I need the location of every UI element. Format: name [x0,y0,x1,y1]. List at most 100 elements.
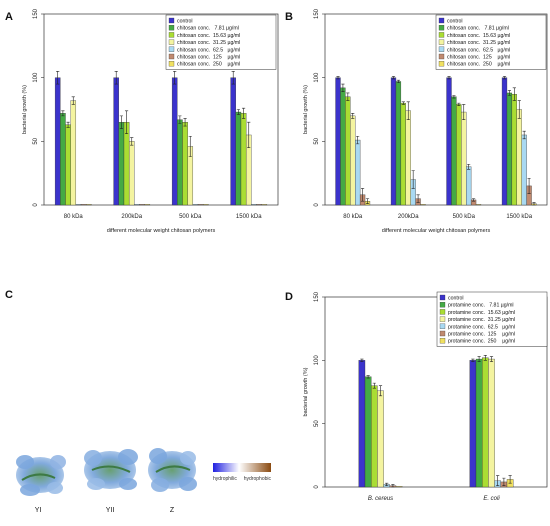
chart-a-error-bar [241,107,246,119]
chart-b-error-bar [406,101,410,120]
chart-a-error-bar [183,118,187,127]
chart-a-bar [118,122,125,206]
chart-b-error-bar [351,113,355,119]
chart-a-legend-label: chitosan conc. 62.5 µg/ml [177,47,240,53]
chart-a-ytick-label: 0 [33,203,39,207]
chart-b-error-bar [512,87,516,101]
chart-a-error-bar [188,135,192,157]
chart-a-legend-label: chitosan conc. 250 µg/ml [177,62,240,68]
chart-d-legend-label: protamine conc. 125 µg/ml [448,332,515,338]
chart-b-frame [324,13,548,206]
chart-d-error-bar [385,482,389,487]
chart-b-legend-label: control [447,19,463,25]
chart-a-legend-label: chitosan conc. 125 µg/ml [177,55,240,61]
chart-b-error-bar [391,76,396,80]
chart-d-error-bar [489,356,494,362]
chart-a-bar [86,204,92,206]
chart-d-error-bar [496,475,500,487]
chart-a-bar [171,77,178,206]
panel-letter-a: A [5,11,13,23]
chart-b-legend-label: chitosan conc. 125 µg/ml [447,55,510,61]
chart-a-legend-swatch [168,46,175,52]
chart-b-legend-swatch [438,25,445,31]
chart-d-bar [475,358,483,488]
chart-b-ytick-label: 150 [314,8,320,19]
chart-d-legend-label: protamine conc. 62.5 µg/ml [448,324,515,330]
chart-a-error-bar [61,110,65,117]
chart-a-bar [128,141,135,206]
chart-b-bar [451,96,457,206]
chart-b-error-bar [336,76,340,80]
chart-a-category-label: 80 kDa [64,214,84,220]
chart-b-error-bar [396,79,401,84]
chart-b-error-bar [365,198,370,205]
chart-b-error-bar [416,194,420,203]
chart-a-bar [70,100,77,206]
chart-b-error-bar [502,76,507,80]
chart-a-bar [80,204,87,206]
chart-b-error-bar [517,100,521,119]
chart-a: 0 50 100 150 bacterial growth (%) different m… [22,8,279,234]
chart-b-bar [475,204,482,206]
chart-b-error-bar [341,83,345,92]
chart-b-error-bar [522,130,526,140]
chart-b-legend-swatch [438,39,445,45]
chart-b-category-label: 500 kDa [453,214,476,220]
chart-d-ytick-label: 50 [314,420,320,427]
molecule-yii [84,449,138,490]
chart-a-error-bar [66,121,70,128]
chart-b-legend-swatch [438,17,445,24]
chart-a-bar [177,119,183,206]
chart-a-legend-label: chitosan conc. 7.81 µg/ml [177,26,239,32]
chart-a-error-bar [71,96,75,105]
chart-a-bar [197,204,204,206]
chart-d-legend-swatch [439,302,446,308]
scale-label-hydrophobic: hydrophobic [244,476,272,482]
chart-a-bar [261,204,268,206]
chart-a-legend-label: chitosan conc. 31.25 µg/ml [177,40,240,46]
chart-b-xlabel: different molecular weight chitosan poly… [382,228,491,234]
chart-d-ytick-label: 100 [314,355,320,366]
chart-a-error-bar [178,115,182,124]
chart-d-legend-label: protamine conc. 15.63 µg/ml [448,310,515,316]
chart-a-legend-swatch [168,32,175,38]
chart-d-legend-label: protamine conc. 250 µg/ml [448,339,515,345]
chart-b-legend [435,14,547,70]
chart-d: 0 50 100 150 bacterial growth (%) B. cereus E.… [303,291,548,502]
chart-b-legend-label: chitosan conc. 15.63 µg/ml [447,33,510,39]
chart-b-error-bar [462,104,466,120]
chart-d-ytick-label: 0 [314,485,320,489]
panel-letter-b: B [285,11,293,23]
chart-b-error-bar [411,170,415,189]
chart-a-legend-swatch [168,53,175,60]
chart-b-error-bar [532,202,536,206]
chart-d-category-label: B. cereus [368,496,393,502]
chart-d-bar [364,376,372,488]
scale-label-hydrophilic: hydrophilic [213,476,237,482]
chart-d-error-bar [471,358,475,362]
chart-b-error-bar [447,76,451,80]
chart-b-bar [400,102,406,206]
chart-b-bar [395,81,402,206]
chart-b-legend-label: chitosan conc. 31.25 µg/ml [447,40,510,46]
chart-d-legend-swatch [439,309,446,315]
chart-d-error-bar [360,358,364,362]
chart-d-error-bar [366,375,370,379]
chart-d-bar [469,360,477,488]
chart-d-legend-swatch [439,323,446,329]
chart-a-error-bar [247,121,251,148]
chart-a-bar [60,113,66,206]
chart-b-bar [511,94,517,206]
chart-d-legend-label: control [448,296,464,302]
chart-a-error-bar [173,71,177,85]
chart-a-ytick-label: 100 [33,72,39,83]
chart-a-bar [65,124,71,206]
chart-b-error-bar [401,101,405,105]
chart-d-error-bar [372,382,376,389]
chart-b-ytick-label: 100 [314,72,320,83]
chart-b-category-label: 80 kDa [343,214,363,220]
chart-b-category-label: 200kDa [398,214,419,220]
molecule-z [148,448,197,492]
panel-c-molecules: YI YII Z hydrophilic hydrophobic [16,448,271,514]
chart-b-bar [345,96,351,206]
